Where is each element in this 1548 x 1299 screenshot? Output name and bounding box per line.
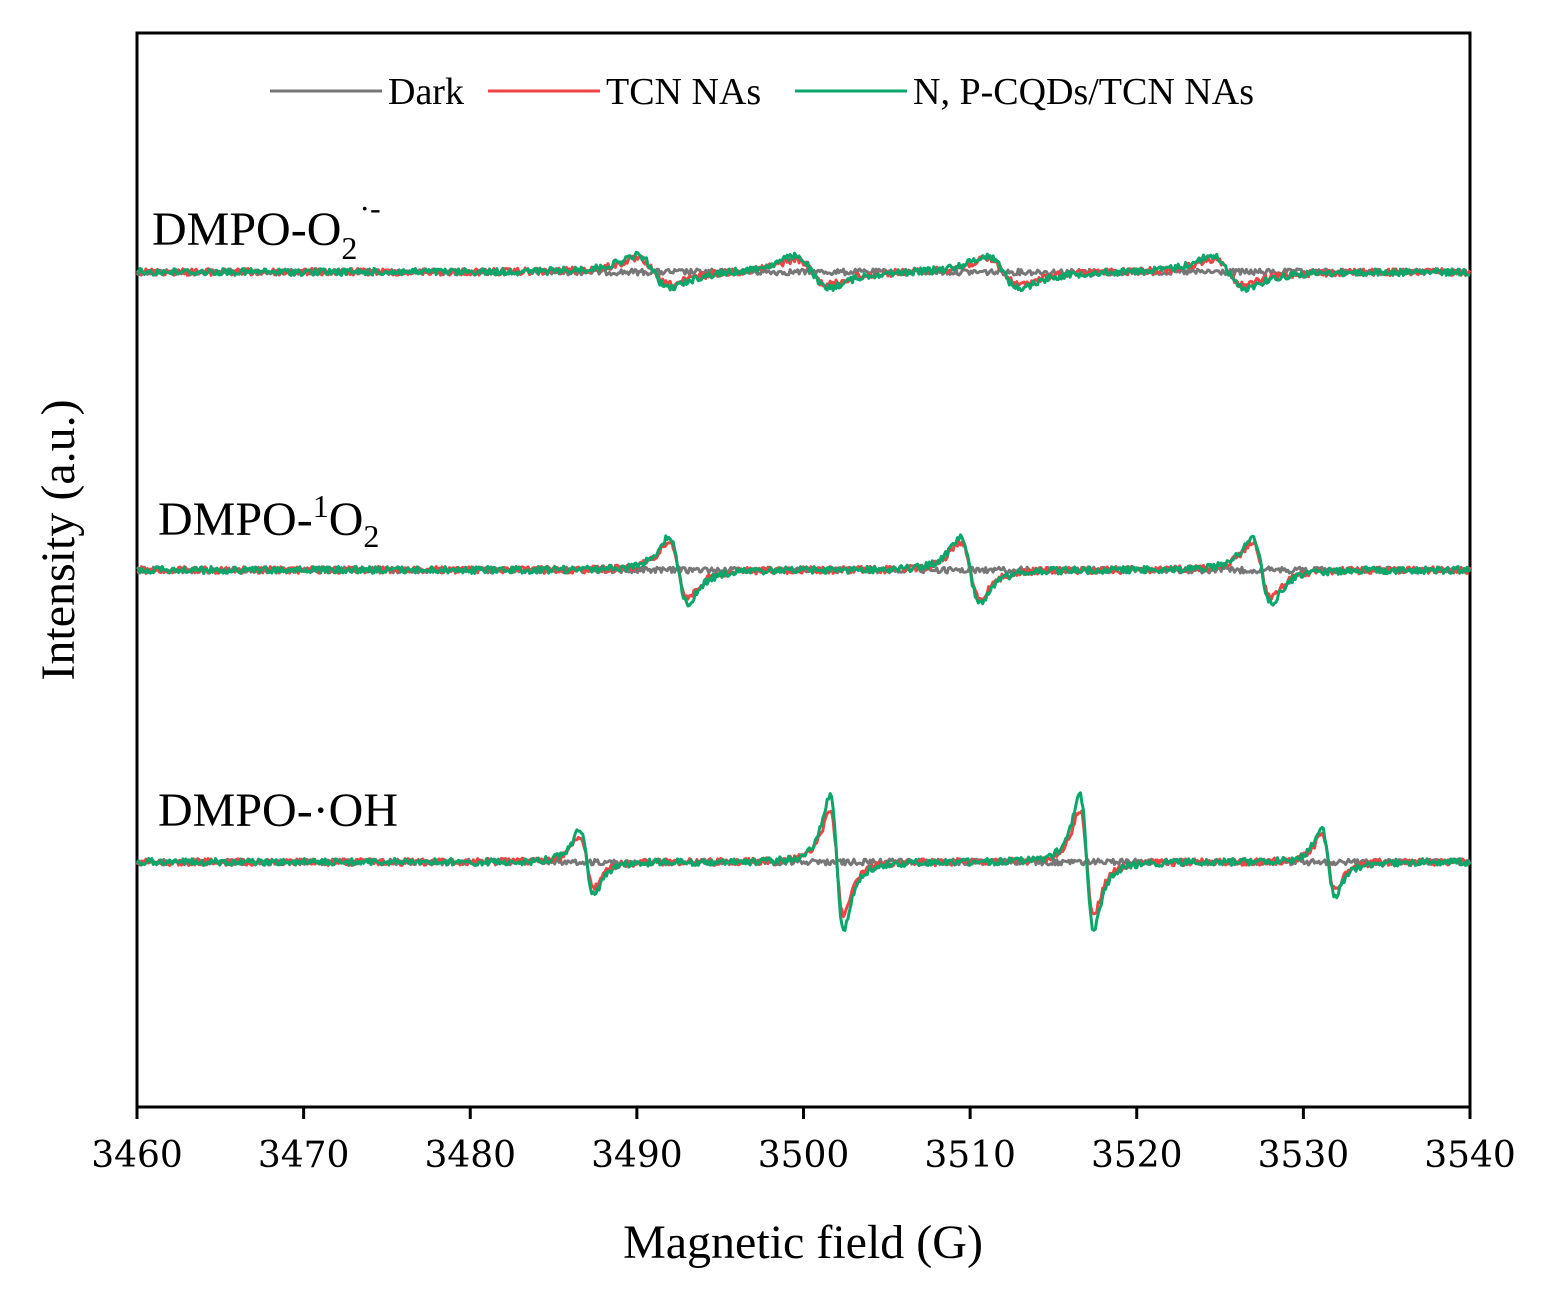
series-singlet-oxygen-np-cqds-tcn-nas: [136, 533, 1472, 608]
superoxide-label-main: DMPO-O: [152, 203, 341, 256]
singlet-label-sup: 1: [313, 488, 329, 524]
x-tick-label-3480: 3480: [424, 1135, 516, 1176]
legend-label-npcqd: N, P-CQDs/TCN NAs: [913, 71, 1254, 113]
x-axis-title: Magnetic field (G): [623, 1216, 983, 1269]
series-hydroxyl-np-cqds-tcn-nas: [135, 791, 1472, 932]
x-axis: 3460 3470 3480 3490 3500 3510 3520 3530 3540: [91, 1107, 1516, 1176]
y-axis-title: Intensity (a.u.): [32, 399, 85, 680]
x-tick-label-3470: 3470: [258, 1135, 350, 1176]
legend-label-dark: Dark: [388, 71, 464, 113]
singlet-label-sub: 2: [363, 518, 379, 554]
panel-label-singlet-oxygen: DMPO-1O2: [158, 488, 379, 554]
x-tick-label-3540: 3540: [1424, 1135, 1516, 1176]
superoxide-label-sup: ·-: [359, 190, 380, 226]
x-tick-label-3460: 3460: [91, 1135, 183, 1176]
panel-label-hydroxyl: DMPO-·OH: [158, 784, 398, 837]
x-tick-label-3510: 3510: [924, 1135, 1016, 1176]
panel-label-superoxide: DMPO-O2·-: [152, 190, 381, 266]
x-tick-label-3520: 3520: [1091, 1135, 1183, 1176]
singlet-label-main: O: [329, 493, 364, 546]
series-superoxide-np-cqds-tcn-nas: [136, 250, 1471, 293]
x-tick-label-3530: 3530: [1258, 1135, 1350, 1176]
x-tick-label-3500: 3500: [758, 1135, 850, 1176]
legend: Dark TCN NAs N, P-CQDs/TCN NAs: [270, 71, 1254, 113]
traces: [135, 250, 1472, 932]
legend-label-tcn: TCN NAs: [606, 71, 761, 113]
x-tick-label-3490: 3490: [591, 1135, 683, 1176]
superoxide-label-sub: 2: [341, 230, 357, 266]
series-superoxide-dark: [135, 267, 1471, 277]
singlet-label-pre: DMPO-: [158, 493, 313, 546]
